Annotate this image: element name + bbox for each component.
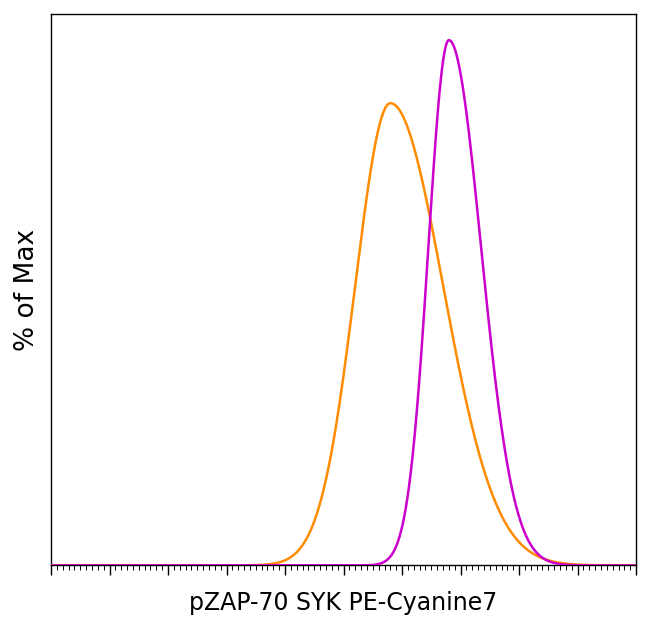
Y-axis label: % of Max: % of Max xyxy=(14,228,40,351)
X-axis label: pZAP-70 SYK PE-Cyanine7: pZAP-70 SYK PE-Cyanine7 xyxy=(189,591,498,615)
